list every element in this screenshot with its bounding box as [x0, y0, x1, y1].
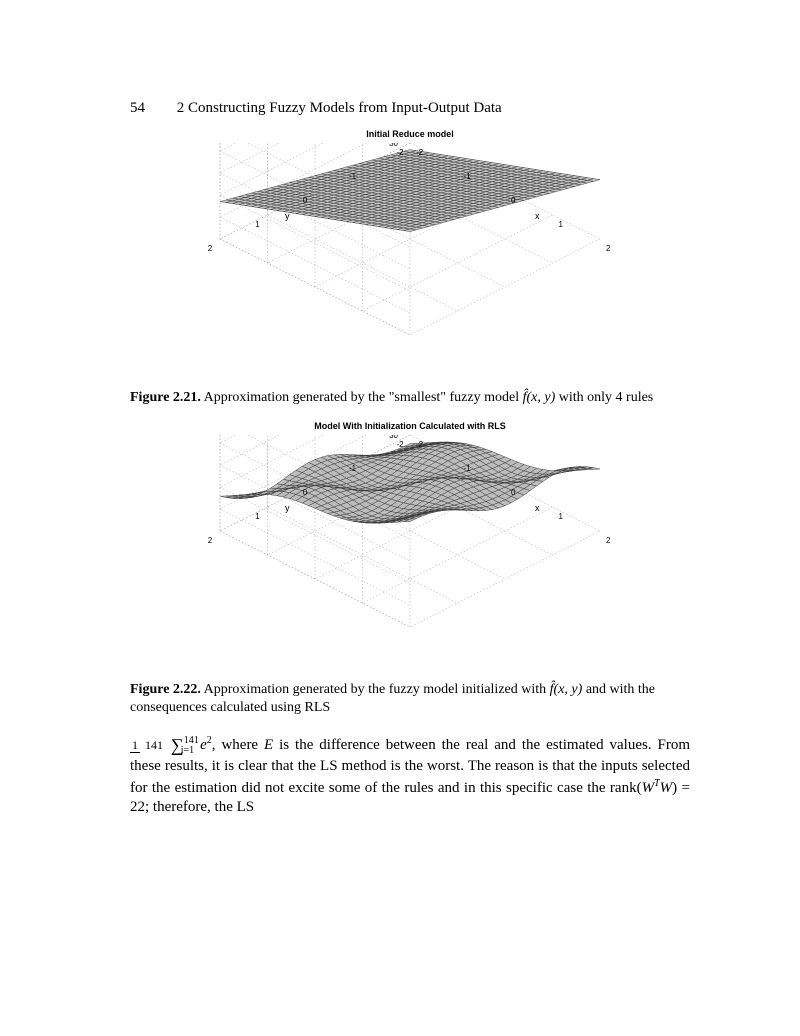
svg-text:1: 1 — [255, 512, 260, 521]
svg-text:2: 2 — [606, 536, 611, 545]
svg-text:2: 2 — [208, 244, 213, 253]
fraction: 1 141 — [130, 739, 165, 751]
body-paragraph: 1 141 ∑141i=1 e2, where E is the differe… — [130, 734, 690, 819]
svg-text:-2: -2 — [416, 148, 424, 157]
figure-1-title: Initial Reduce model — [130, 129, 690, 139]
caption-text2: with only 4 rules — [555, 390, 653, 405]
caption-formula: f̂(x, y) — [550, 682, 583, 697]
page-header: 54 2 Constructing Fuzzy Models from Inpu… — [130, 100, 690, 117]
svg-text:x: x — [535, 211, 540, 221]
rank-W2: W — [660, 780, 673, 796]
caption-text: Approximation generated by the "smallest… — [201, 390, 523, 405]
rank-W1: W — [642, 780, 655, 796]
svg-text:0: 0 — [303, 488, 308, 497]
svg-text:-1: -1 — [349, 464, 357, 473]
svg-text:1: 1 — [559, 512, 564, 521]
svg-text:0: 0 — [511, 488, 516, 497]
figure-2-title: Model With Initialization Calculated wit… — [130, 421, 690, 431]
figure-2-caption: Figure 2.22. Approximation generated by … — [130, 681, 690, 717]
page-number: 54 — [130, 100, 145, 117]
svg-text:2: 2 — [208, 536, 213, 545]
page: 54 2 Constructing Fuzzy Models from Inpu… — [0, 0, 800, 1036]
caption-label: Figure 2.22. — [130, 682, 201, 697]
svg-text:0: 0 — [303, 196, 308, 205]
svg-text:-2: -2 — [396, 148, 404, 157]
svg-text:-1: -1 — [464, 172, 472, 181]
var-E: E — [264, 737, 273, 753]
surface-plot-2: 304050607080-2-1012-2-1012xyf(x,y) — [200, 435, 620, 675]
sum-term: e — [200, 737, 207, 753]
figure-1: Initial Reduce model 304050607080-2-1012… — [130, 129, 690, 383]
svg-text:1: 1 — [559, 220, 564, 229]
svg-text:y: y — [285, 211, 290, 221]
sum-upper: 141 — [184, 735, 199, 746]
chapter-title: 2 Constructing Fuzzy Models from Input-O… — [177, 100, 502, 116]
svg-text:x: x — [535, 503, 540, 513]
body-text-1: , where — [212, 737, 264, 753]
svg-text:-2: -2 — [396, 440, 404, 449]
caption-formula: f̂(x, y) — [523, 390, 556, 405]
surface-plot-1: 304050607080-2-1012-2-1012xyf(x,y) — [200, 143, 620, 383]
caption-text: Approximation generated by the fuzzy mod… — [201, 682, 550, 697]
svg-text:-1: -1 — [464, 464, 472, 473]
svg-text:y: y — [285, 503, 290, 513]
svg-text:2: 2 — [606, 244, 611, 253]
sum-lower: i=1 — [181, 745, 194, 756]
figure-2: Model With Initialization Calculated wit… — [130, 421, 690, 675]
caption-label: Figure 2.21. — [130, 390, 201, 405]
svg-text:0: 0 — [511, 196, 516, 205]
svg-text:-2: -2 — [416, 440, 424, 449]
svg-text:1: 1 — [255, 220, 260, 229]
svg-text:-1: -1 — [349, 172, 357, 181]
figure-1-caption: Figure 2.21. Approximation generated by … — [130, 389, 690, 407]
